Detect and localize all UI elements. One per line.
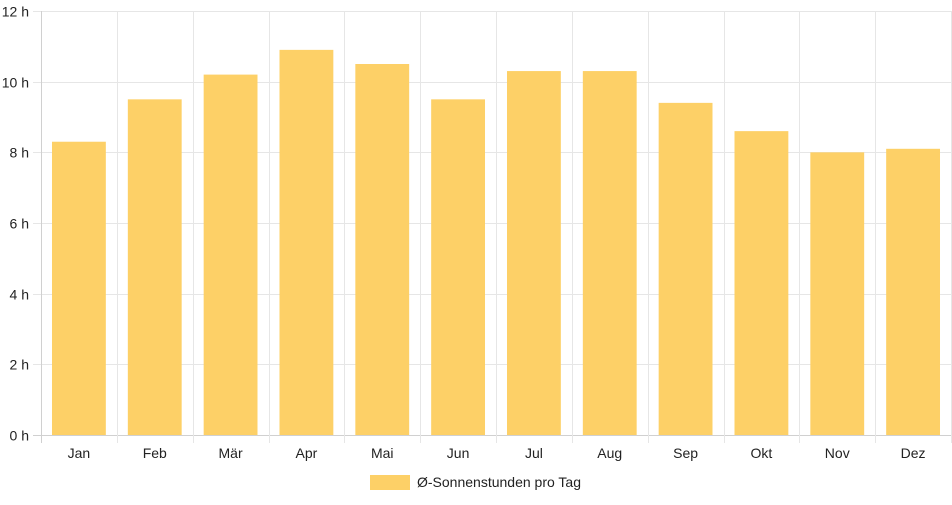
y-tick-label: 6 h [10,216,29,232]
bar-Jun[interactable] [431,99,486,435]
y-tick-label: 4 h [10,287,29,303]
bar-Jan[interactable] [51,141,106,435]
bar-Mär[interactable] [203,74,258,435]
bar-Dez[interactable] [886,148,941,436]
x-tick-label: Sep [673,445,698,461]
bar-Nov[interactable] [810,152,865,436]
x-tick-label: Jan [68,445,91,461]
y-tick-label: 2 h [10,357,29,373]
x-tick-label: Mai [371,445,394,461]
bar-Sep[interactable] [658,102,713,435]
y-tick-label: 12 h [2,4,29,20]
bar-Feb[interactable] [127,99,182,435]
bar-Apr[interactable] [279,49,334,435]
legend-label[interactable]: Ø-Sonnenstunden pro Tag [417,474,581,490]
x-tick-label: Okt [751,445,773,461]
y-tick-label: 0 h [10,428,29,444]
x-tick-label: Aug [597,445,622,461]
y-tick-label: 8 h [10,145,29,161]
bar-Mai[interactable] [355,64,410,435]
x-tick-label: Apr [296,445,318,461]
x-tick-label: Mär [219,445,243,461]
x-tick-label: Dez [901,445,926,461]
bar-Aug[interactable] [582,71,637,436]
x-tick-label: Nov [825,445,850,461]
bar-Jul[interactable] [506,71,561,436]
x-tick-label: Feb [143,445,167,461]
x-tick-label: Jul [525,445,543,461]
x-tick-label: Jun [447,445,470,461]
y-tick-label: 10 h [2,75,29,91]
bar-Okt[interactable] [734,131,789,435]
legend-swatch[interactable] [370,475,410,490]
